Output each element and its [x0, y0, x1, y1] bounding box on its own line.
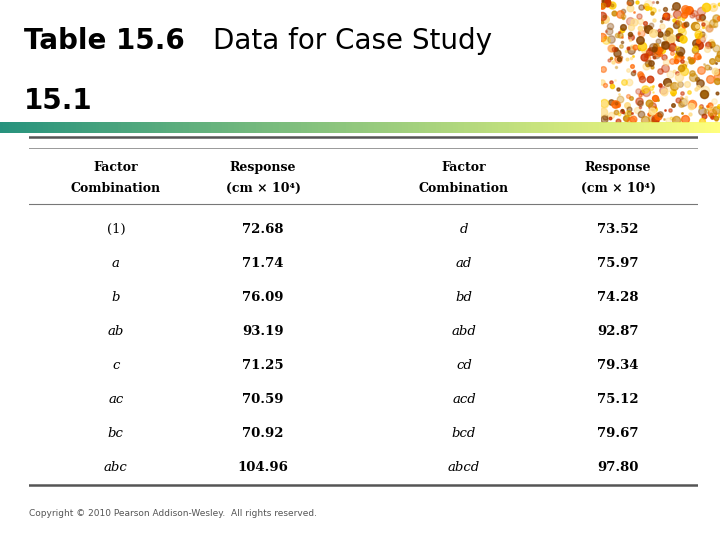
Text: (cm × 10⁴): (cm × 10⁴) [225, 182, 301, 195]
Text: 71.74: 71.74 [243, 257, 284, 270]
Text: 15.1: 15.1 [24, 87, 93, 116]
Text: 73.52: 73.52 [598, 223, 639, 236]
Text: Copyright © 2010 Pearson Addison-Wesley.  All rights reserved.: Copyright © 2010 Pearson Addison-Wesley.… [29, 509, 317, 518]
Text: 72.68: 72.68 [243, 223, 284, 236]
Text: 79.34: 79.34 [598, 359, 639, 372]
Text: ad: ad [456, 257, 472, 270]
Text: 92.87: 92.87 [598, 325, 639, 338]
Text: 14: 14 [645, 502, 680, 526]
Text: Combination: Combination [419, 182, 509, 195]
Text: bc: bc [108, 427, 124, 440]
Text: 74.28: 74.28 [598, 291, 639, 304]
Text: bcd: bcd [452, 427, 476, 440]
Text: acd: acd [452, 393, 476, 406]
Text: abd: abd [451, 325, 477, 338]
Text: c: c [112, 359, 120, 372]
Text: a: a [112, 257, 120, 270]
Text: 70.59: 70.59 [243, 393, 284, 406]
Text: Factor: Factor [442, 160, 486, 174]
Text: Table 15.6: Table 15.6 [24, 26, 185, 55]
Text: (cm × 10⁴): (cm × 10⁴) [580, 182, 655, 195]
Text: 97.80: 97.80 [598, 461, 639, 474]
Text: b: b [112, 291, 120, 304]
Text: ab: ab [108, 325, 124, 338]
Text: 76.09: 76.09 [243, 291, 284, 304]
Text: Response: Response [230, 160, 297, 174]
Text: 93.19: 93.19 [243, 325, 284, 338]
Text: d: d [460, 223, 468, 236]
Text: bd: bd [456, 291, 472, 304]
Text: ac: ac [108, 393, 123, 406]
Text: 70.92: 70.92 [243, 427, 284, 440]
Text: 71.25: 71.25 [243, 359, 284, 372]
Text: Data for Case Study: Data for Case Study [213, 26, 492, 55]
Text: Response: Response [585, 160, 652, 174]
Text: (1): (1) [107, 223, 125, 236]
Text: 79.67: 79.67 [598, 427, 639, 440]
Text: 75.97: 75.97 [598, 257, 639, 270]
Text: 75.12: 75.12 [597, 393, 639, 406]
Text: Combination: Combination [71, 182, 161, 195]
Text: 104.96: 104.96 [238, 461, 289, 474]
Text: cd: cd [456, 359, 472, 372]
Text: Factor: Factor [94, 160, 138, 174]
Text: abc: abc [104, 461, 127, 474]
Text: abcd: abcd [448, 461, 480, 474]
